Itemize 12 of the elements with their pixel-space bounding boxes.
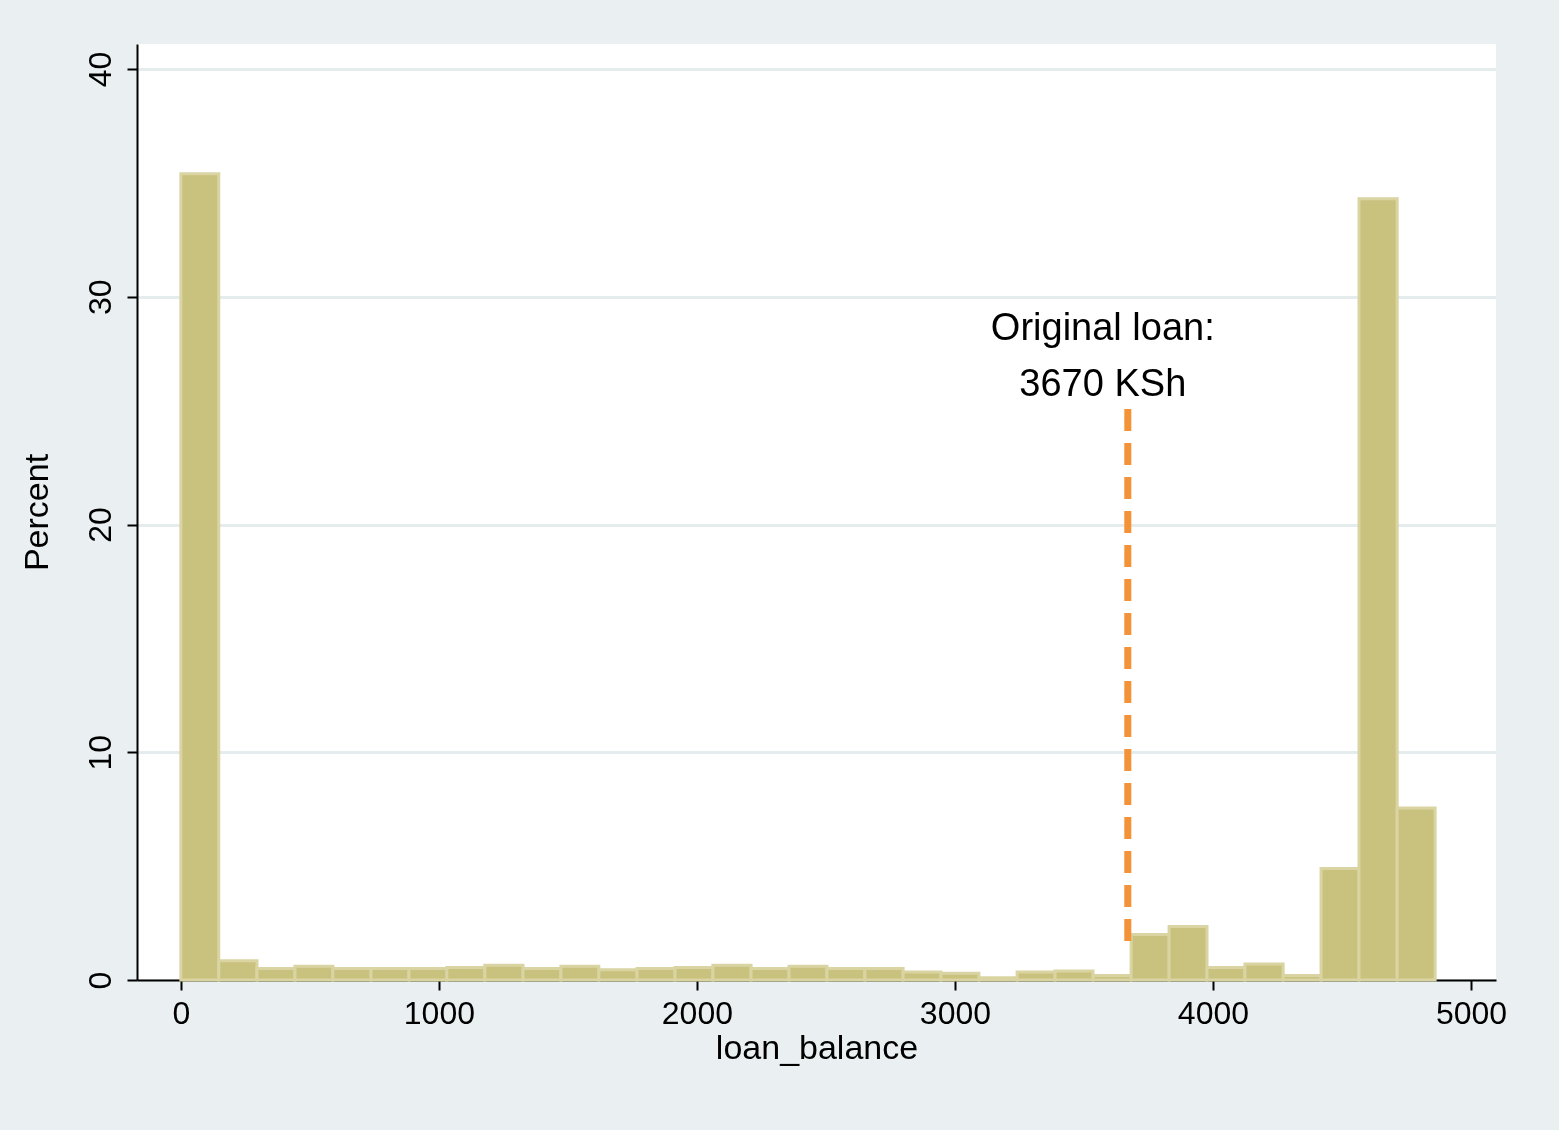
x-tick-label: 4000 (1177, 994, 1250, 1031)
x-tick-label: 3000 (919, 994, 992, 1031)
x-tick-label: 0 (172, 994, 191, 1031)
y-tick-label: 20 (81, 507, 118, 543)
y-tick-label: 0 (81, 971, 118, 990)
y-tick-label: 40 (81, 51, 118, 88)
ref-line-label: Original loan: 3670 KSh (990, 306, 1215, 405)
x-tick-label: 1000 (403, 994, 475, 1031)
y-axis-title: Percent (16, 453, 55, 572)
y-tick-label: 10 (81, 734, 118, 771)
x-tick-label: 5000 (1435, 994, 1508, 1031)
y-tick-label: 30 (81, 279, 118, 316)
